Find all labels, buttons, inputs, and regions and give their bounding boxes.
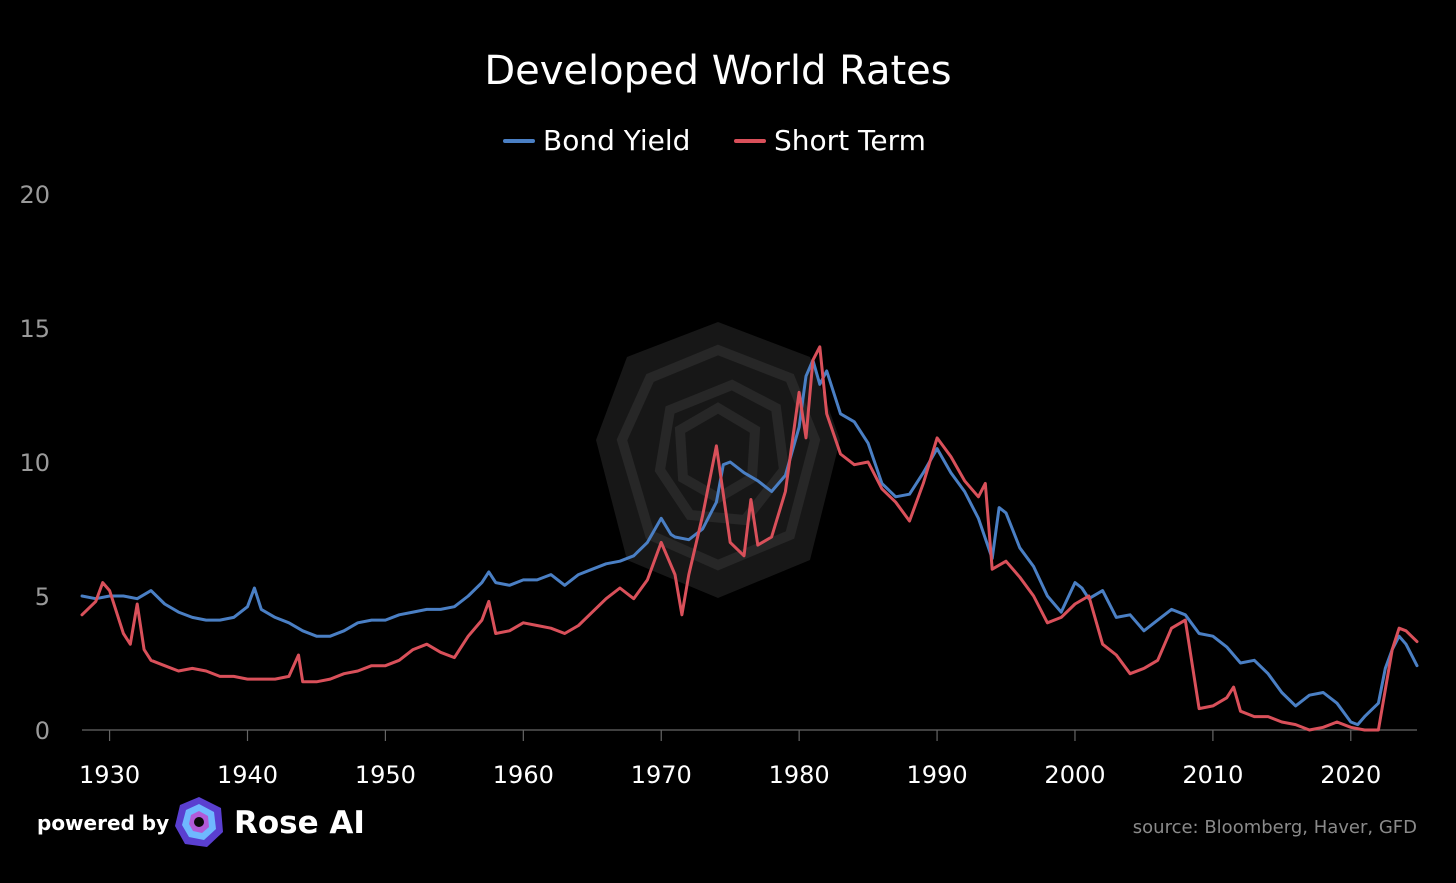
x-tick-label: 1980 [769, 761, 830, 789]
footer-branding: powered by Rose AI [37, 797, 365, 847]
legend-label-bond-yield: Bond Yield [543, 124, 690, 157]
x-tick-label: 1990 [907, 761, 968, 789]
series-line-bond-yield [80, 358, 1419, 727]
powered-by-label: powered by [37, 811, 169, 835]
x-tick-label: 2020 [1320, 761, 1381, 789]
y-axis-ticks: 0 5 10 15 20 [19, 181, 50, 745]
series-line-short-term [80, 345, 1419, 732]
rose-ai-brand: Rose AI [234, 805, 365, 841]
x-axis-ticks: 1930 1940 1950 1960 1970 1980 1990 2000 2010 2020 [79, 730, 1381, 789]
x-tick-label: 2010 [1182, 761, 1243, 789]
y-tick-label: 20 [19, 181, 50, 209]
legend: Bond Yield Short Term [503, 124, 926, 157]
y-tick-label: 5 [35, 583, 50, 611]
x-tick-label: 2000 [1044, 761, 1105, 789]
x-tick-label: 1930 [79, 761, 140, 789]
x-tick-label: 1940 [217, 761, 278, 789]
x-tick-label: 1950 [355, 761, 416, 789]
x-tick-label: 1960 [493, 761, 554, 789]
legend-label-short-term: Short Term [774, 124, 926, 157]
y-tick-label: 0 [35, 717, 50, 745]
chart-title: Developed World Rates [484, 48, 951, 94]
x-tick-label: 1970 [631, 761, 692, 789]
y-tick-label: 10 [19, 449, 50, 477]
source-note: source: Bloomberg, Haver, GFD [1133, 817, 1417, 838]
rose-ai-logo-icon [175, 797, 223, 847]
series-lines [80, 345, 1419, 732]
y-tick-label: 15 [19, 315, 50, 343]
